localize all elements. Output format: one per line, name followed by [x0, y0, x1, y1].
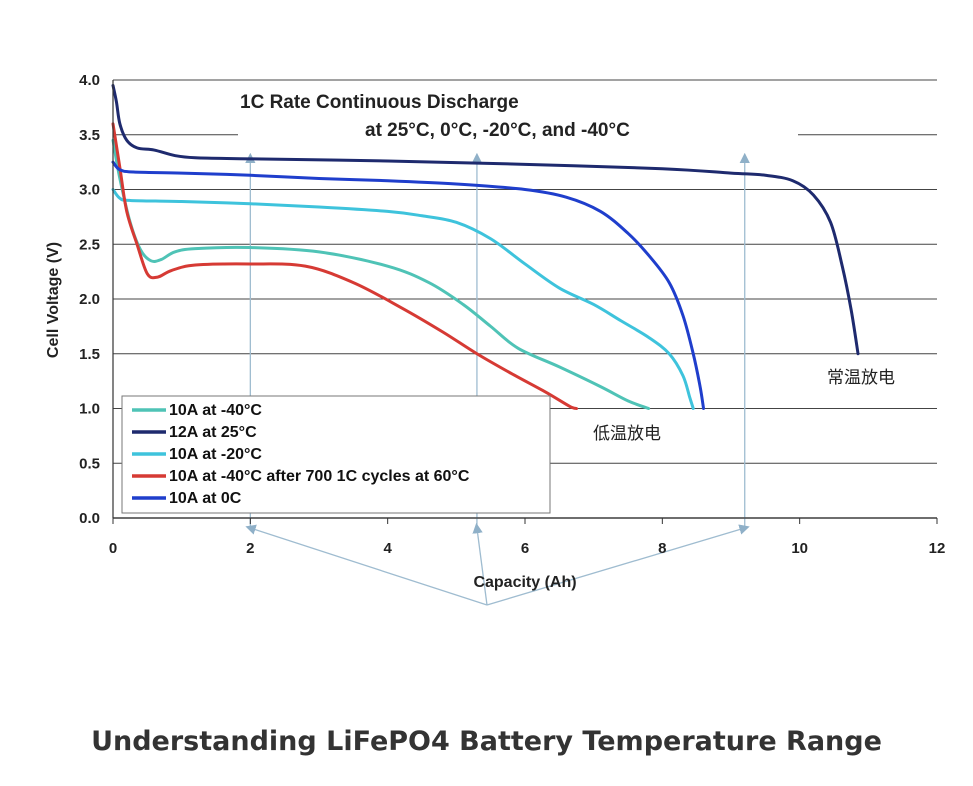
annotation-low-temp: 低温放电: [593, 424, 661, 444]
pointer-arrow: [472, 522, 488, 606]
y-tick-label: 3.0: [79, 182, 100, 199]
legend-label-4: 10A at 0C: [169, 490, 242, 507]
y-tick-label: 0.0: [79, 510, 100, 527]
axes: 0.0 0.5 1.0 1.5 2.0 2.5 3.0 3.5 4.0 0 2 4 6 8 10 12: [79, 72, 945, 557]
annotation-arrows: [245, 152, 750, 606]
legend-box: [121, 395, 551, 514]
title-background: [238, 88, 798, 150]
y-tick-label: 4.0: [79, 72, 100, 89]
x-tick-label: 2: [246, 540, 254, 557]
x-tick-label: 8: [658, 540, 666, 557]
series-line-3: [111, 122, 578, 410]
chart-title-block: 1C Rate Continuous Discharge at 25°C, 0°…: [238, 88, 798, 150]
series-line-1: [111, 83, 860, 356]
x-tick-label: 10: [791, 540, 808, 557]
figure-caption: Understanding LiFePO4 Battery Temperatur…: [91, 726, 882, 757]
y-tick-label: 0.5: [79, 455, 100, 472]
series-line-4: [111, 160, 706, 410]
x-tick-label: 12: [929, 540, 946, 557]
x-tick-label: 4: [383, 540, 392, 557]
chart-title: 1C Rate Continuous Discharge: [240, 92, 519, 113]
y-tick-label: 1.5: [79, 346, 100, 363]
pointer-arrow: [486, 524, 750, 606]
chart-subtitle: at 25°C, 0°C, -20°C, and -40°C: [365, 120, 630, 141]
y-tick-label: 2.0: [79, 291, 100, 308]
legend-label-3: 10A at -40°C after 700 1C cycles at 60°C: [169, 468, 470, 485]
discharge-chart: 0.0 0.5 1.0 1.5 2.0 2.5 3.0 3.5 4.0 0 2 4 6 8 10 12 1C …: [45, 72, 945, 606]
x-tick-label: 0: [109, 540, 117, 557]
y-tick-label: 2.5: [79, 236, 100, 253]
legend-label-1: 12A at 25°C: [169, 424, 257, 441]
y-tick-label: 3.5: [79, 127, 100, 144]
annotation-high-temp: 常温放电: [827, 368, 895, 388]
y-axis-title: Cell Voltage (V): [45, 242, 62, 358]
series-line-0: [111, 138, 651, 410]
series-line-2: [111, 188, 695, 410]
series-lines: [111, 83, 860, 410]
pointer-arrow: [245, 524, 488, 606]
y-tick-label: 1.0: [79, 401, 100, 418]
legend-label-2: 10A at -20°C: [169, 446, 262, 463]
legend-label-0: 10A at -40°C: [169, 402, 262, 419]
x-tick-label: 6: [521, 540, 529, 557]
legend: 10A at -40°C 12A at 25°C 10A at -20°C 10A a…: [121, 395, 551, 514]
x-axis-title: Capacity (Ah): [473, 574, 576, 591]
